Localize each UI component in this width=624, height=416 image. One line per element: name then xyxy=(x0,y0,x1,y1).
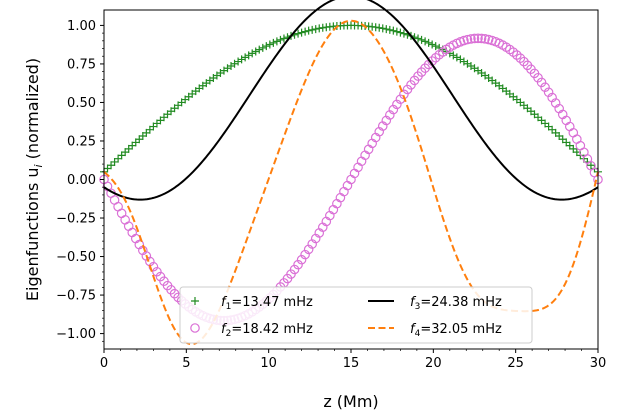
y-axis-label: Eigenfunctions ui (normalized) xyxy=(23,58,45,301)
series-f3-line xyxy=(103,0,599,201)
series-f2-point xyxy=(469,33,480,44)
x-tick-label: 15 xyxy=(343,356,360,371)
series-f1-point xyxy=(103,164,112,173)
series-f1-point xyxy=(459,57,468,66)
x-axis-label: z (Mm) xyxy=(323,392,378,411)
series-f1-point xyxy=(301,27,310,36)
series-f1-point xyxy=(241,53,250,62)
series-f2-point xyxy=(568,127,579,138)
series-f2-point xyxy=(536,77,547,88)
series-f1-point xyxy=(279,34,288,43)
series-f1-point xyxy=(382,25,391,34)
series-f1-point xyxy=(417,35,426,44)
series-f1 xyxy=(100,21,602,176)
y-tick-label: −0.75 xyxy=(56,289,96,304)
legend-label-f2: f2=18.42 mHz xyxy=(221,322,313,339)
series-f1-point xyxy=(244,51,253,60)
series-f1-point xyxy=(110,157,119,166)
series-f1-point xyxy=(294,29,303,38)
legend: f1=13.47 mHz f2=18.42 mHz f3=24.38 mHz f4=3… xyxy=(179,286,533,344)
series-f1-point xyxy=(385,25,394,34)
series-f2-point xyxy=(296,254,307,265)
y-tick-label: −0.50 xyxy=(56,250,96,265)
series-f2-point xyxy=(476,33,487,44)
legend-label-f4: f4=32.05 mHz xyxy=(410,322,502,339)
legend-item-f4: f4=32.05 mHz xyxy=(368,322,502,339)
y-tick-label: 0.50 xyxy=(67,96,96,111)
series-f1-point xyxy=(255,45,264,54)
series-f1-point xyxy=(248,49,257,58)
series-f1-point xyxy=(389,26,398,35)
x-tick-label: 20 xyxy=(425,356,442,371)
series-f1-point xyxy=(414,34,423,43)
x-tick-label: 5 xyxy=(182,356,190,371)
series-f1-point xyxy=(107,161,116,170)
series-f1-point xyxy=(262,42,271,51)
series-f1-point xyxy=(304,26,313,35)
series-f1-point xyxy=(251,47,260,56)
y-tick-label: −1.00 xyxy=(56,327,96,342)
series-f2-point xyxy=(152,266,162,277)
x-tick-label: 10 xyxy=(260,356,277,371)
series-f1-point xyxy=(234,57,243,66)
legend-label-f3: f3=24.38 mHz xyxy=(410,295,502,312)
series-f3 xyxy=(103,0,599,201)
series-f1-point xyxy=(421,37,430,46)
legend-item-f2: f2=18.42 mHz xyxy=(190,322,313,339)
legend-item-f3: f3=24.38 mHz xyxy=(368,295,502,312)
series-f1-point xyxy=(272,37,281,46)
x-tick-label: 25 xyxy=(507,356,524,371)
x-tick-label: 0 xyxy=(100,356,108,371)
series-f2-point xyxy=(515,53,526,64)
series-f1-point xyxy=(392,27,401,36)
series-f1-point xyxy=(399,29,408,38)
series-f1-point xyxy=(237,55,246,64)
series-f2-point xyxy=(480,34,490,44)
y-tick-label: 0.25 xyxy=(67,134,96,149)
series-f2 xyxy=(99,33,603,326)
legend-label-f1: f1=13.47 mHz xyxy=(221,295,313,312)
series-f2-point xyxy=(473,33,483,44)
y-tick-label: 1.00 xyxy=(67,19,96,34)
series-f1-point xyxy=(276,35,285,44)
legend-item-f1: f1=13.47 mHz xyxy=(191,295,313,312)
legend-marker-f2 xyxy=(190,323,200,333)
series-f1-point xyxy=(452,53,461,62)
series-f1-point xyxy=(431,42,440,51)
series-f2-point xyxy=(466,34,476,44)
series-f2-point xyxy=(540,82,550,93)
legend-box xyxy=(179,286,533,344)
series-f2-point xyxy=(462,34,473,45)
series-f2-point xyxy=(293,259,303,270)
series-f1-point xyxy=(258,43,267,52)
legend-marker-f1 xyxy=(191,297,199,305)
series-f2-point xyxy=(392,99,402,110)
series-f1-point xyxy=(265,40,274,49)
series-f1-point xyxy=(375,23,384,32)
series-f1-point xyxy=(315,24,324,33)
series-f1-point xyxy=(449,51,458,60)
series-f1-point xyxy=(396,28,405,37)
series-f1-point xyxy=(269,38,278,47)
y-tick-label: 0.75 xyxy=(67,57,96,72)
series-f2-point xyxy=(120,215,130,225)
series-f1-point xyxy=(114,154,123,163)
series-f1-point xyxy=(428,40,437,49)
series-f1-point xyxy=(297,28,306,37)
y-tick-label: −0.25 xyxy=(56,212,96,227)
series-f2-point xyxy=(289,264,300,275)
series-f1-point xyxy=(424,38,433,47)
series-f1-point xyxy=(311,25,320,34)
series-f2-point xyxy=(123,221,134,232)
series-f1-point xyxy=(586,161,595,170)
y-tick-label: 0.00 xyxy=(67,173,96,188)
series-f1-point xyxy=(308,25,317,34)
series-f1-point xyxy=(456,55,465,64)
x-tick-label: 30 xyxy=(590,356,607,371)
series-f1-point xyxy=(378,24,387,33)
